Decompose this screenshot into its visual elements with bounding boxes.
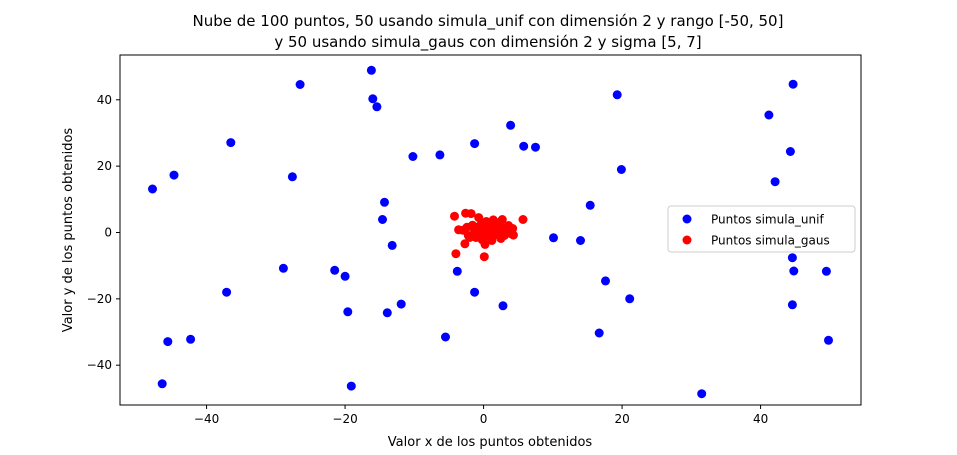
point-series-1-36 <box>594 328 604 338</box>
point-series-1-46 <box>787 253 797 263</box>
x-tick-label-5: 40 <box>753 412 768 426</box>
point-series-1-21 <box>387 240 397 250</box>
point-series-1-10 <box>278 263 288 273</box>
point-series-1-48 <box>787 300 797 310</box>
point-series-1-37 <box>601 276 610 286</box>
point-series-2-2 <box>451 249 461 259</box>
point-series-1-31 <box>519 141 529 151</box>
point-series-1-38 <box>612 90 622 100</box>
legend-marker-2 <box>682 235 692 245</box>
point-series-1-39 <box>616 165 626 174</box>
point-series-1-20 <box>382 308 392 318</box>
point-series-1-16 <box>368 94 378 104</box>
point-series-1-32 <box>531 142 540 152</box>
point-series-1-43 <box>770 177 780 187</box>
point-series-1-15 <box>366 65 376 75</box>
point-series-1-9 <box>287 172 297 182</box>
point-series-1-42 <box>764 110 774 120</box>
legend-label-1: Puntos simula_unif <box>711 213 824 227</box>
chart-title-line-2: y 50 usando simula_gaus con dimensión 2 … <box>274 33 701 52</box>
point-series-1-18 <box>380 197 389 207</box>
point-series-2-18 <box>480 239 490 249</box>
point-series-2-8 <box>466 209 476 219</box>
point-series-1-12 <box>340 271 350 281</box>
point-series-1-7 <box>222 287 232 297</box>
y-tick-label-4: 20 <box>97 159 112 173</box>
point-series-1-33 <box>549 233 558 243</box>
point-series-2-44 <box>494 229 504 239</box>
point-series-2-39 <box>518 215 528 224</box>
x-tick-label-3: 0 <box>480 412 488 426</box>
point-series-1-50 <box>824 335 833 345</box>
y-tick-label-2: −20 <box>87 292 112 306</box>
y-axis: −40 −20 0 20 40 <box>87 93 120 372</box>
point-series-1-29 <box>498 301 508 311</box>
point-series-1-30 <box>506 120 516 130</box>
point-series-1-5 <box>186 334 196 344</box>
point-series-1-27 <box>470 139 480 149</box>
point-series-1-40 <box>625 294 635 304</box>
point-series-2-38 <box>508 230 518 240</box>
point-series-1-47 <box>789 266 799 276</box>
point-series-1-19 <box>378 215 387 224</box>
point-series-1-35 <box>585 200 595 210</box>
x-tick-label-1: −40 <box>194 412 219 426</box>
point-series-2-49 <box>492 218 502 227</box>
chart-title-line-1: Nube de 100 puntos, 50 usando simula_uni… <box>193 12 784 31</box>
point-series-1-2 <box>169 170 179 180</box>
y-tick-label-5: 40 <box>97 93 112 107</box>
point-series-1-3 <box>163 337 173 347</box>
y-tick-label-1: −40 <box>87 358 112 372</box>
point-series-1-28 <box>470 287 480 297</box>
point-series-2-40 <box>465 233 475 242</box>
y-tick-label-3: 0 <box>104 225 112 239</box>
legend: Puntos simula_unif Puntos simula_gaus <box>667 205 856 253</box>
x-tick-label-2: −20 <box>332 412 357 426</box>
point-series-2-1 <box>450 211 459 221</box>
point-series-2-48 <box>462 222 472 232</box>
x-axis: −40 −20 0 20 40 <box>194 405 768 426</box>
point-series-1-25 <box>441 332 450 342</box>
point-series-1-8 <box>295 80 305 89</box>
y-axis-label: Valor y de los puntos obtenidos <box>61 128 76 333</box>
point-series-1-23 <box>408 152 418 161</box>
points-layer <box>148 65 833 399</box>
point-series-1-45 <box>788 79 798 89</box>
point-series-2-47 <box>503 225 513 235</box>
point-series-2-50 <box>481 223 491 233</box>
point-series-2-19 <box>479 252 489 262</box>
point-series-2-46 <box>472 225 482 234</box>
point-series-1-44 <box>785 147 795 156</box>
point-series-1-34 <box>576 236 585 245</box>
point-series-2-5 <box>460 239 470 249</box>
legend-box <box>667 205 856 253</box>
point-series-1-41 <box>697 389 707 399</box>
point-series-1-49 <box>821 266 831 276</box>
legend-label-2: Puntos simula_gaus <box>711 234 830 248</box>
point-series-1-6 <box>226 138 236 148</box>
point-series-1-24 <box>435 150 445 160</box>
point-series-1-26 <box>452 266 462 276</box>
x-tick-label-4: 20 <box>614 412 629 426</box>
point-series-1-4 <box>157 379 167 389</box>
point-series-1-11 <box>330 265 340 275</box>
point-series-1-14 <box>346 381 356 391</box>
point-series-1-1 <box>148 184 157 194</box>
x-axis-label: Valor x de los puntos obtenidos <box>388 435 593 450</box>
legend-marker-1 <box>682 214 692 224</box>
point-series-1-13 <box>343 307 353 317</box>
point-series-1-22 <box>396 299 406 309</box>
plot-area-frame <box>119 54 862 406</box>
point-series-1-17 <box>372 102 382 112</box>
